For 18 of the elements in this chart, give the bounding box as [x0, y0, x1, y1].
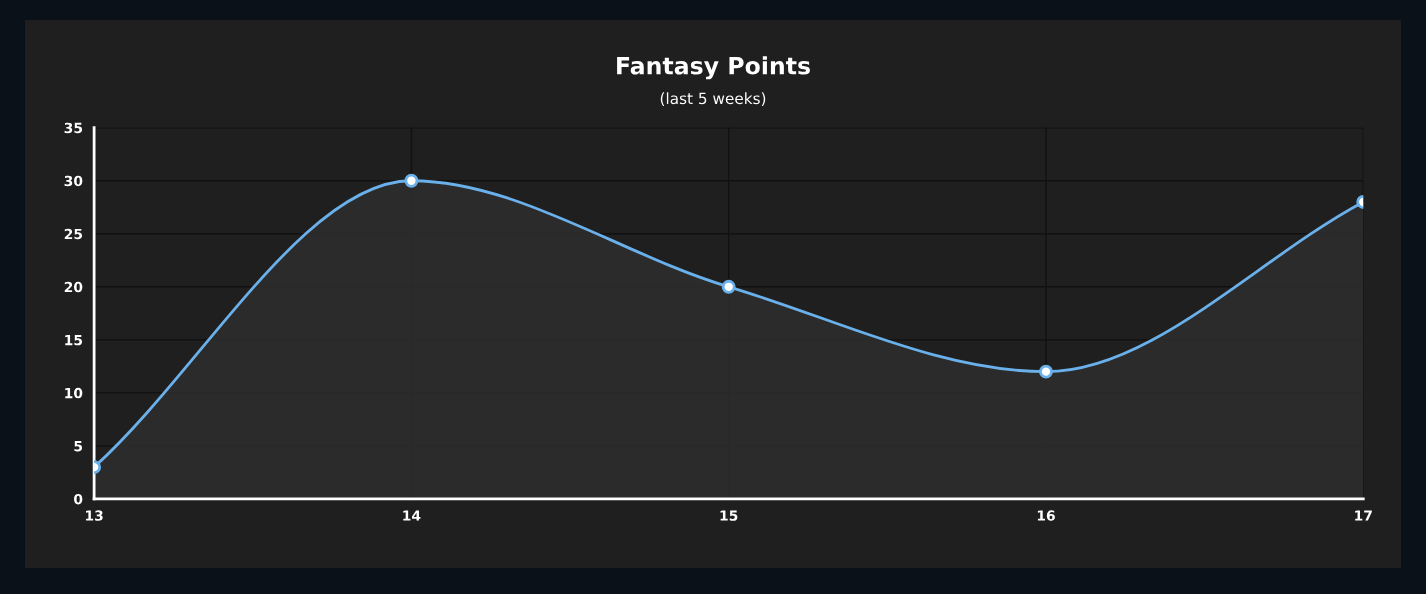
chart-title: Fantasy Points [617, 56, 810, 80]
point [1039, 364, 1053, 379]
x-tick-label: 13 [86, 510, 103, 521]
y-tick-label: 25 [64, 228, 83, 240]
point [721, 279, 736, 294]
x-tick-label: 14 [403, 510, 421, 521]
x-tick-label: 17 [1355, 510, 1372, 521]
chart-subtitle: (last 5 weeks) [660, 92, 766, 106]
y-tick-label: 20 [64, 281, 83, 293]
y-tick-label: 10 [65, 387, 83, 399]
y-tick-label: 5 [74, 441, 83, 452]
y-tick-label: 35 [64, 122, 83, 134]
x-tick-label: 15 [720, 510, 738, 521]
point [404, 173, 419, 188]
x-tick-label: 16 [1037, 510, 1055, 521]
y-tick-label: 15 [65, 335, 83, 346]
y-tick-label: 30 [64, 175, 83, 187]
y-tick-label: 0 [74, 493, 83, 505]
